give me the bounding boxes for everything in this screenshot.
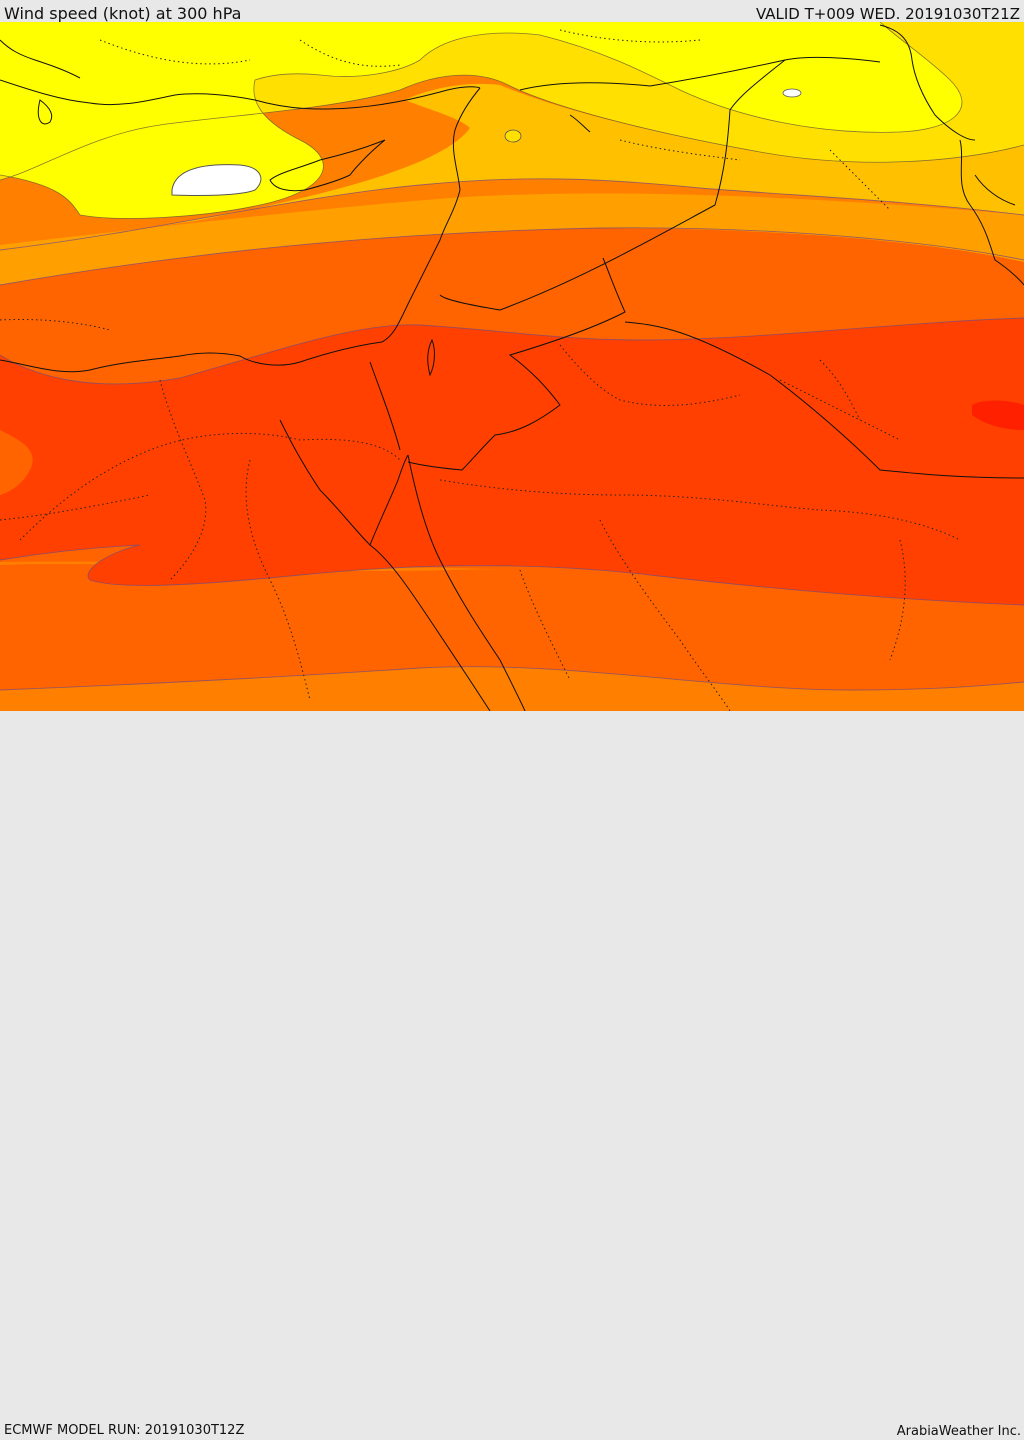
model-run: ECMWF MODEL RUN: 20191030T12Z xyxy=(4,1423,245,1438)
band-minimum xyxy=(171,164,262,196)
band-south-light xyxy=(0,666,1024,711)
band-jet-core xyxy=(0,318,1024,605)
borders xyxy=(369,24,1024,479)
valid-time: VALID T+009 WED. 20191030T21Z xyxy=(755,5,1020,23)
band-amber xyxy=(0,193,1024,285)
map-title: Wind speed (knot) at 300 hPa xyxy=(4,4,242,23)
wind-speed-map xyxy=(0,22,1024,711)
band-yellow-east xyxy=(910,22,1024,100)
band-west-tongue xyxy=(0,430,33,495)
admin-boundaries xyxy=(0,29,961,711)
band-min-east xyxy=(782,88,802,98)
band-max-core xyxy=(972,400,1024,430)
band-south-orange xyxy=(0,563,1024,711)
coastlines xyxy=(0,39,1024,711)
header-bar: Wind speed (knot) at 300 hPa VALID T+009… xyxy=(0,0,1024,23)
credit-text: ArabiaWeather Inc. xyxy=(896,1424,1021,1439)
band-min-levant xyxy=(504,129,522,143)
isotach-lines-yellow xyxy=(0,22,1024,219)
isotach-lines xyxy=(0,178,1024,691)
footer-bar: ECMWF MODEL RUN: 20191030T12Z ArabiaWeat… xyxy=(0,711,1024,1439)
